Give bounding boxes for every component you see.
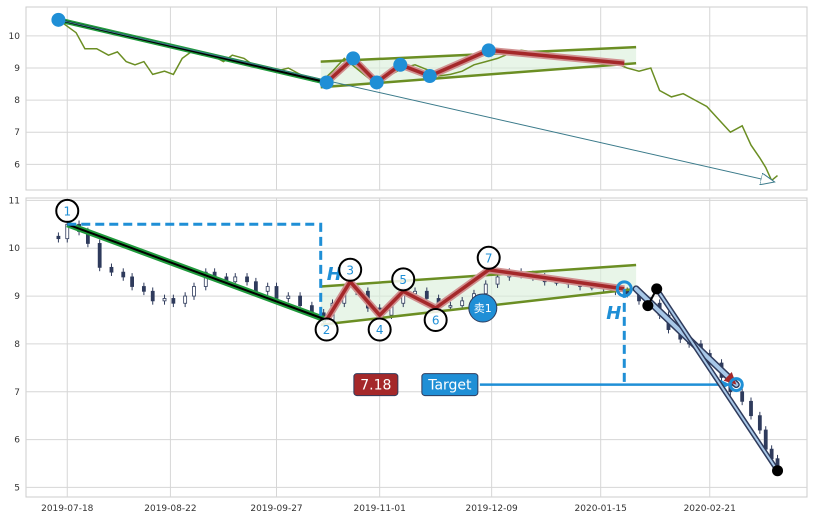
bottom-plot-frame <box>25 197 808 498</box>
candle-body <box>150 290 155 302</box>
pattern-label-circle <box>423 307 448 332</box>
breakout-point <box>615 280 633 298</box>
candle-body <box>130 276 134 287</box>
y-tick-label: 10 <box>9 32 21 42</box>
pattern-label-text: 7 <box>485 251 493 265</box>
y-tick-label: 11 <box>9 196 20 206</box>
pattern-node <box>393 57 408 72</box>
x-tick-label: 2019-12-09 <box>465 504 518 514</box>
candle-body <box>253 281 258 292</box>
pattern-label-text: 4 <box>376 323 384 337</box>
pattern-label-circle <box>338 257 363 282</box>
candle-body <box>245 276 249 283</box>
top-y-tick-labels: 6 7 8 9 10 <box>9 32 21 170</box>
candle-body <box>203 271 208 287</box>
y-tick-label: 8 <box>14 96 20 106</box>
pattern-node <box>422 69 437 84</box>
bottom-panel: 5 6 7 8 9 10 11 2019-07-18 2019-08-22 2019-09-27… <box>9 196 808 514</box>
x-tick-label: 2019-11-01 <box>354 504 406 514</box>
pattern-node <box>481 43 496 58</box>
pattern-label-text: 5 <box>399 273 407 287</box>
y-tick-label: 7 <box>14 388 20 398</box>
y-tick-label: 8 <box>14 340 20 350</box>
candle-body <box>171 298 176 304</box>
target-point <box>728 377 744 393</box>
trend-line-black <box>66 223 327 321</box>
candle-body <box>749 400 753 417</box>
pattern-label-circle <box>55 198 80 223</box>
candle-body <box>757 415 762 431</box>
sell-marker <box>468 293 498 323</box>
candle-body <box>192 286 196 297</box>
target-label-box <box>421 373 479 397</box>
black-marker <box>772 465 784 477</box>
bottom-grid <box>26 198 807 497</box>
candle-body <box>109 266 114 273</box>
target-label: Target <box>427 378 472 394</box>
candle-body <box>274 286 279 299</box>
pattern-label-text: 1 <box>63 204 71 218</box>
y-tick-label: 7 <box>14 128 20 138</box>
candle-body <box>460 300 465 307</box>
y-tick-label: 9 <box>14 64 20 74</box>
x-tick-label: 2020-02-21 <box>684 504 736 514</box>
pattern-node <box>51 12 66 27</box>
x-tick-label: 2019-09-27 <box>250 504 302 514</box>
candle-body <box>183 295 188 304</box>
pattern-node <box>319 75 334 90</box>
pattern-label-text: 2 <box>323 323 331 337</box>
x-tick-label: 2020-01-15 <box>575 504 627 514</box>
top-chart-marks <box>51 12 778 182</box>
pattern-node <box>346 51 361 66</box>
x-tick-label: 2019-07-18 <box>41 504 94 514</box>
height-guide-left <box>67 222 323 320</box>
x-tick-label: 2019-08-22 <box>144 504 196 514</box>
candle-body <box>121 271 126 278</box>
pattern-node <box>369 75 384 90</box>
height-label-right: H <box>606 303 621 324</box>
top-panel: 6 7 8 9 10 <box>9 6 808 191</box>
candle-body <box>763 429 768 450</box>
pattern-label-circle <box>314 317 339 342</box>
y-tick-label: 6 <box>14 436 20 446</box>
target-price-box <box>353 373 399 397</box>
candle-body <box>740 391 745 402</box>
candle-body <box>141 286 146 292</box>
sell-marker-label: 卖1 <box>474 302 492 315</box>
pattern-label-circle <box>476 245 501 270</box>
candle-body <box>233 276 238 283</box>
target-price: 7.18 <box>360 378 391 394</box>
black-marker <box>642 300 654 312</box>
pattern-label-circle <box>367 317 392 342</box>
candle-body <box>97 243 102 268</box>
candle-body <box>495 276 500 285</box>
candle-body <box>483 283 488 295</box>
y-tick-label: 10 <box>9 244 21 254</box>
candle-body <box>298 295 302 307</box>
pattern-label-circle <box>391 267 416 292</box>
decline-path <box>655 288 779 472</box>
candle-body <box>265 286 270 292</box>
height-label-left: H <box>327 264 342 285</box>
candle-body <box>286 295 291 299</box>
pattern-label-text: 6 <box>432 313 440 327</box>
bottom-y-tick-labels: 5 6 7 8 9 10 11 <box>9 196 21 493</box>
y-tick-label: 5 <box>14 483 20 493</box>
projection-arrow <box>58 19 774 182</box>
pattern-label-text: 3 <box>346 263 354 277</box>
candle-body <box>424 290 429 299</box>
candle-body <box>162 298 167 302</box>
candle-body <box>56 235 61 240</box>
candle-body <box>448 305 453 308</box>
x-tick-labels: 2019-07-18 2019-08-22 2019-09-27 2019-11-01… <box>41 504 736 514</box>
bottom-chart-marks: H H 1 2 3 4 5 6 7 卖1 Target 7.18 <box>55 198 784 477</box>
y-tick-label: 6 <box>14 160 20 170</box>
y-tick-label: 9 <box>14 292 20 302</box>
black-marker <box>651 283 663 295</box>
